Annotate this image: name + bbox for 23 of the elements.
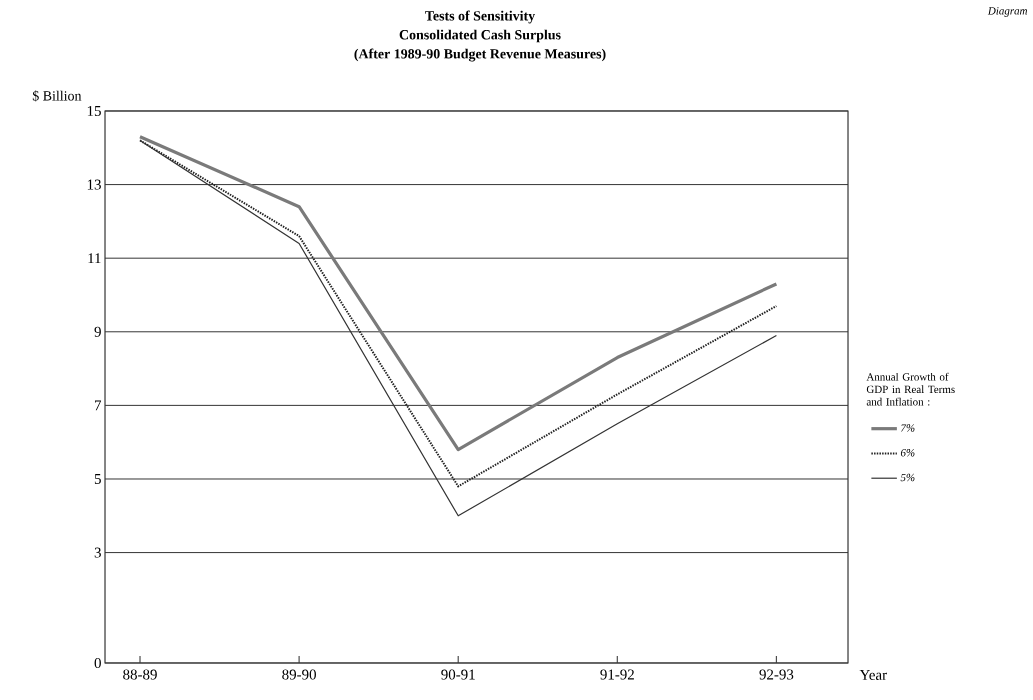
y-tick-label: 3 [94,547,101,558]
text: (After 1989-90 Budget Revenue Measures) [354,48,606,62]
x-tick-label: 88-89 [123,669,157,680]
y-tick-label: 13 [87,179,101,190]
y-tick-label: 5 [94,474,101,484]
chart-subtitle: Consolidated Cash Surplus [399,29,561,43]
legend-label: 7% [901,424,915,432]
legend-title: Annual Growth of GDP in Real Terms and Inflation : [866,372,955,406]
x-axis-title: Year [859,670,887,680]
x-tick-label: 90-91 [441,669,475,680]
text: Diagram [987,7,1028,17]
x-tick-label: 89-90 [282,669,316,680]
legend-label: 6% [900,449,915,457]
y-tick-label: 7 [95,400,102,411]
chart-title: Tests of Sensitivity [425,10,536,24]
y-tick-label: 15 [87,105,101,116]
x-tick-label: 92-93 [759,669,794,680]
x-tick-label: 91-92 [600,669,634,680]
y-tick-label: 0 [94,657,101,669]
y-tick-label: 11 [88,253,101,264]
y-tick-label: 9 [94,326,101,337]
legend-label: 5% [900,473,915,482]
y-axis-title: $ Billion [32,90,82,102]
